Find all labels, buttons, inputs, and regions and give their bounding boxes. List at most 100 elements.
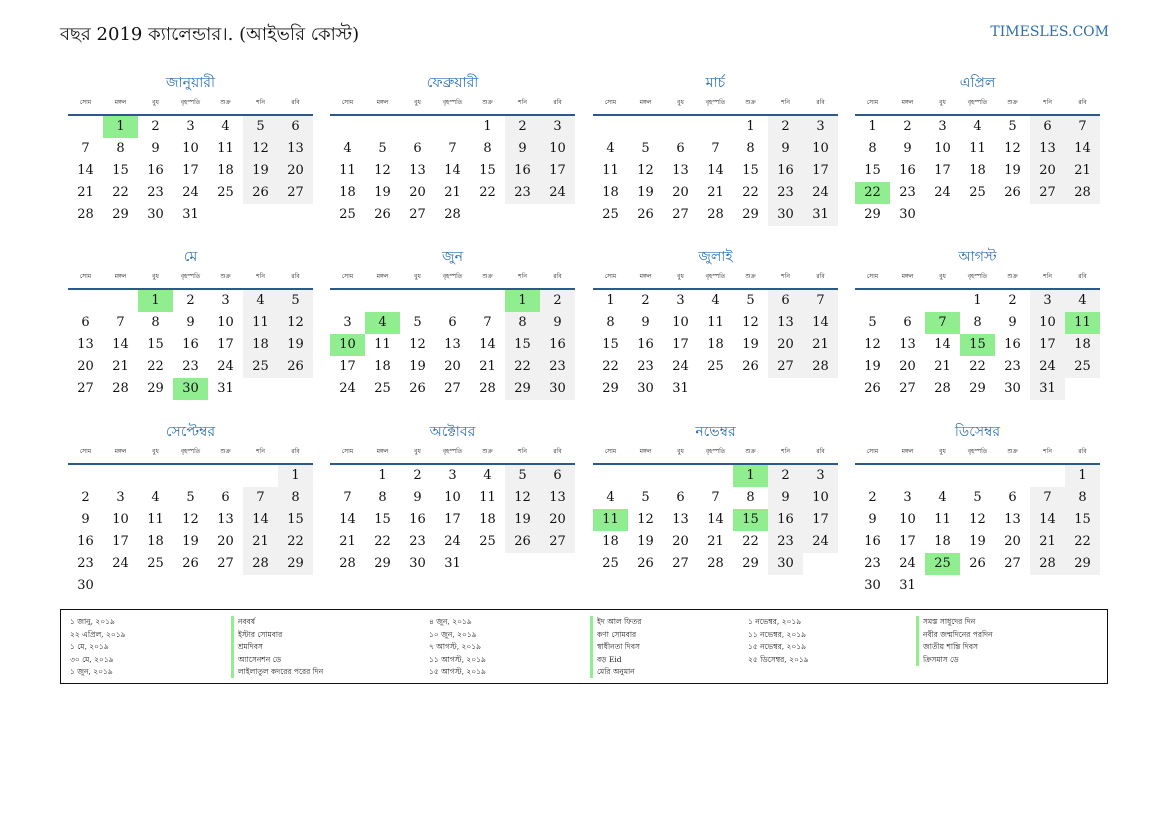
day-cell: 17 <box>803 160 838 182</box>
weekday-label: সোম <box>604 273 617 280</box>
day-cell: 18 <box>1065 334 1100 356</box>
holiday-day-cell: 25 <box>925 553 960 575</box>
day-cell: 28 <box>1065 182 1100 204</box>
weekday-label: বৃহস্পতি <box>180 448 201 455</box>
weekday-label: রবি <box>291 99 300 106</box>
day-cell: 17 <box>339 359 356 374</box>
day-cell: 13 <box>540 487 575 509</box>
weekday-label: শুক্র <box>1007 273 1018 280</box>
weekday-header: সোম মঙ্গল বুধ বৃহস্পতি শুক্র শনি রবি <box>330 270 575 290</box>
day-cell: 12 <box>1004 141 1021 156</box>
day-cell: 11 <box>217 141 234 156</box>
day-cell: 16 <box>637 337 654 352</box>
day-cell: 10 <box>444 490 461 505</box>
day-cell: 24 <box>540 182 575 204</box>
day-cell: 17 <box>540 160 575 182</box>
weekday-label: শনি <box>256 99 265 106</box>
empty-cell <box>330 116 365 138</box>
day-cell: 3 <box>186 119 195 134</box>
day-cell: 22 <box>602 359 619 374</box>
day-grid: 1 2 3 4 5 6 7 8 9 10 11 12 13 14 15 16 17 18 19 20 21 22 23 24 2… <box>855 465 1100 597</box>
weekday-label: মঙ্গল <box>639 448 652 455</box>
month-name: সেপ্টেম্বর <box>165 424 216 440</box>
day-cell: 22 <box>479 185 496 200</box>
site-link[interactable]: TIMESLES.COM <box>990 24 1109 40</box>
weekday-header: সোম মঙ্গল বুধ বৃহস্পতি শুক্র শনি রবি <box>855 445 1100 465</box>
month-name: ফেব্রুয়ারী <box>426 75 479 91</box>
day-cell: 28 <box>1030 553 1065 575</box>
day-cell: 26 <box>864 381 881 396</box>
day-cell: 19 <box>409 359 426 374</box>
day-cell: 6 <box>1030 116 1065 138</box>
day-cell: 5 <box>973 490 982 505</box>
empty-cell <box>1030 465 1065 487</box>
day-cell: 21 <box>707 185 724 200</box>
day-cell: 23 <box>505 182 540 204</box>
day-cell: 19 <box>637 534 654 549</box>
day-cell: 25 <box>1065 356 1100 378</box>
weekday-label: বৃহস্পতি <box>967 99 988 106</box>
holiday-marker-bar <box>916 616 919 666</box>
holiday-name: লাইলাতুল কদরের পরের দিন <box>238 667 324 677</box>
weekday-label: বুধ <box>152 99 159 106</box>
day-cell: 22 <box>112 185 129 200</box>
day-cell: 6 <box>903 315 912 330</box>
day-cell: 24 <box>1030 356 1065 378</box>
day-cell: 2 <box>413 468 422 483</box>
holiday-day-cell: 1 <box>103 116 138 138</box>
day-cell: 12 <box>374 163 391 178</box>
day-cell: 29 <box>742 207 759 222</box>
day-grid: 1 2 3 4 5 6 7 8 9 10 11 12 13 14 15 16 17 18 19 20 21 22 23 24 2… <box>855 290 1100 400</box>
day-cell: 12 <box>505 487 540 509</box>
day-cell: 23 <box>768 182 803 204</box>
weekday-label: বুধ <box>939 273 946 280</box>
day-cell: 28 <box>444 207 461 222</box>
day-cell: 27 <box>1030 182 1065 204</box>
holiday-dates-col-2: ৪ জুন, ২০১৯ ১০ জুন, ২০১৯ ৭ আগস্ট, ২০১৯ ১… <box>429 616 486 679</box>
holiday-names-col-1: নববর্ষ ইস্টার সোমবার শ্রমদিবস অ্যাসেনশন … <box>238 616 323 679</box>
holiday-dates-col-3: ১ নভেম্বর, ২০১৯ ১১ নভেম্বর, ২০১৯ ১৫ নভেম… <box>748 616 809 666</box>
day-cell: 18 <box>243 334 278 356</box>
day-cell: 31 <box>899 578 916 593</box>
day-cell: 10 <box>1030 312 1065 334</box>
day-cell: 27 <box>409 207 426 222</box>
day-cell: 30 <box>540 378 575 400</box>
empty-cell <box>663 465 698 487</box>
weekday-label: শনি <box>256 448 265 455</box>
day-cell: 23 <box>409 534 426 549</box>
day-cell: 29 <box>505 378 540 400</box>
weekday-label: রবি <box>553 448 562 455</box>
day-cell: 6 <box>676 141 685 156</box>
day-cell: 14 <box>243 509 278 531</box>
weekday-label: সোম <box>341 273 354 280</box>
weekday-label: রবি <box>816 448 825 455</box>
weekday-label: শনি <box>518 99 527 106</box>
weekday-label: বৃহস্পতি <box>442 273 463 280</box>
day-cell: 30 <box>147 207 164 222</box>
weekday-label: বৃহস্পতি <box>705 273 726 280</box>
empty-cell <box>173 465 208 487</box>
day-grid: 1 2 3 4 5 6 7 8 9 10 11 12 13 14 15 16 17 18 19 20 21 22 23 24 2… <box>330 290 575 400</box>
weekday-label: মঙ্গল <box>901 448 914 455</box>
day-cell: 9 <box>1008 315 1017 330</box>
day-cell: 3 <box>343 315 352 330</box>
day-cell: 16 <box>540 334 575 356</box>
day-cell: 13 <box>1030 138 1065 160</box>
month-name: এপ্রিল <box>959 75 996 91</box>
weekday-label: শনি <box>781 99 790 106</box>
day-cell: 7 <box>483 315 492 330</box>
day-cell: 29 <box>278 553 313 575</box>
empty-cell <box>855 290 890 312</box>
day-cell: 16 <box>505 160 540 182</box>
day-cell: 30 <box>1004 381 1021 396</box>
day-cell: 10 <box>112 512 129 527</box>
day-cell: 31 <box>803 204 838 226</box>
day-cell: 26 <box>969 556 986 571</box>
month-name: জানুয়ারী <box>166 75 215 91</box>
weekday-label: সোম <box>79 448 92 455</box>
day-cell: 14 <box>803 312 838 334</box>
day-cell: 2 <box>81 490 90 505</box>
day-cell: 14 <box>479 337 496 352</box>
day-cell: 18 <box>934 534 951 549</box>
month-block: এপ্রিল সোম মঙ্গল বুধ বৃহস্পতি শুক্র শনি রবি 1 2 3 4… <box>855 72 1100 226</box>
